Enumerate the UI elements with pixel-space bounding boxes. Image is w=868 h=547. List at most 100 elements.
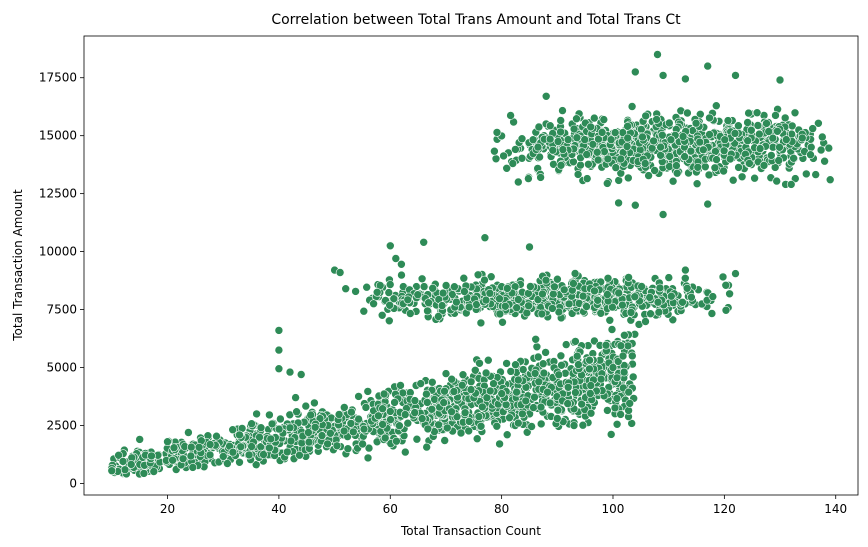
scatter-point	[608, 302, 617, 312]
scatter-point	[592, 148, 602, 157]
scatter-point	[578, 420, 588, 430]
scatter-point	[495, 294, 504, 304]
scatter-point	[223, 459, 232, 468]
scatter-point	[723, 116, 733, 125]
scatter-point	[536, 402, 546, 412]
scatter-point	[178, 454, 188, 464]
scatter-point	[743, 118, 752, 127]
scatter-point	[184, 428, 193, 437]
scatter-point	[548, 304, 557, 313]
scatter-point	[536, 173, 545, 182]
scatter-point	[596, 374, 606, 384]
scatter-point	[517, 154, 527, 163]
scatter-point	[708, 292, 718, 301]
scatter-point	[608, 363, 618, 372]
scatter-point	[502, 359, 511, 368]
scatter-point	[362, 282, 372, 292]
scatter-point	[528, 135, 538, 144]
scatter-point	[718, 272, 728, 282]
scatter-point	[500, 301, 510, 311]
scatter-point	[212, 431, 221, 441]
scatter-point	[624, 273, 633, 282]
scatter-point	[481, 368, 491, 378]
scatter-point	[481, 295, 491, 305]
scatter-point	[755, 144, 765, 153]
scatter-point	[374, 411, 383, 421]
scatter-point	[286, 436, 296, 446]
scatter-point	[646, 309, 655, 319]
scatter-point	[377, 310, 387, 320]
scatter-point	[255, 432, 264, 442]
scatter-point	[734, 121, 743, 130]
scatter-point	[734, 163, 743, 172]
scatter-point	[441, 281, 451, 290]
scatter-point	[186, 451, 196, 461]
scatter-point	[482, 393, 492, 403]
scatter-point	[450, 282, 459, 292]
scatter-point	[680, 152, 689, 161]
scatter-point	[570, 269, 580, 278]
scatter-point	[530, 392, 539, 402]
x-tick-label: 40	[271, 502, 286, 516]
scatter-point	[781, 135, 791, 144]
scatter-point	[754, 129, 764, 139]
scatter-point	[692, 179, 702, 188]
scatter-point	[346, 419, 356, 428]
scatter-point	[472, 300, 481, 309]
scatter-point	[554, 370, 564, 380]
scatter-point	[265, 410, 274, 420]
scatter-point	[764, 127, 774, 136]
scatter-point	[205, 450, 215, 460]
scatter-point	[655, 283, 665, 293]
scatter-point	[703, 61, 713, 71]
scatter-point	[274, 424, 284, 434]
scatter-point	[274, 364, 284, 374]
scatter-point	[476, 318, 486, 328]
scatter-point	[372, 287, 382, 297]
scatter-point	[601, 340, 611, 350]
scatter-point	[511, 145, 520, 154]
scatter-point	[452, 412, 462, 422]
scatter-point	[527, 422, 536, 431]
scatter-point	[385, 300, 395, 310]
scatter-point	[627, 351, 637, 361]
scatter-point	[256, 423, 266, 433]
scatter-point	[492, 128, 502, 137]
scatter-point	[378, 404, 387, 414]
scatter-point	[480, 275, 489, 285]
scatter-point	[614, 288, 624, 298]
scatter-point	[244, 450, 254, 460]
scatter-point	[752, 108, 762, 117]
scatter-point	[695, 137, 705, 147]
scatter-point	[554, 307, 564, 317]
scatter-point	[704, 170, 714, 180]
scatter-point	[816, 145, 826, 155]
scatter-point	[490, 146, 499, 156]
scatter-point	[600, 147, 609, 156]
scatter-point	[586, 381, 596, 390]
scatter-point	[603, 290, 612, 299]
scatter-point	[658, 71, 668, 80]
scatter-point	[653, 297, 663, 307]
scatter-point	[292, 407, 301, 417]
y-tick-label: 10000	[39, 245, 77, 259]
scatter-point	[347, 407, 356, 417]
scatter-point	[205, 440, 215, 449]
scatter-point	[521, 396, 531, 406]
scatter-point	[683, 108, 692, 118]
scatter-point	[744, 108, 753, 118]
scatter-point	[397, 259, 406, 269]
scatter-point	[163, 437, 172, 447]
scatter-point	[645, 293, 655, 302]
scatter-point	[572, 114, 581, 123]
scatter-point	[693, 163, 703, 172]
scatter-point	[235, 457, 244, 467]
scatter-point	[825, 175, 835, 184]
scatter-point	[623, 341, 633, 351]
scatter-point	[460, 408, 470, 418]
scatter-point	[518, 365, 528, 374]
scatter-point	[622, 142, 632, 151]
scatter-point	[703, 199, 713, 209]
scatter-point	[556, 351, 566, 361]
scatter-point	[265, 443, 274, 453]
